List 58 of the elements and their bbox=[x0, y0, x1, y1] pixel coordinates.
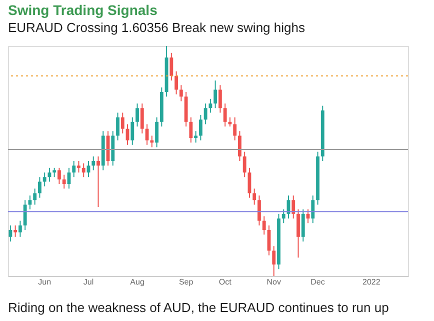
candlestick bbox=[28, 195, 32, 210]
candlestick bbox=[292, 195, 296, 219]
candlestick bbox=[150, 135, 154, 148]
candlestick bbox=[130, 116, 134, 146]
candlestick bbox=[116, 112, 120, 141]
x-tick-label: 2022 bbox=[362, 278, 381, 286]
candlestick bbox=[136, 103, 139, 127]
candlestick bbox=[62, 174, 66, 190]
x-tick-label: Dec bbox=[310, 278, 325, 286]
candlestick bbox=[77, 160, 80, 173]
candlestick bbox=[33, 188, 37, 206]
candlestick bbox=[242, 151, 246, 178]
x-tick-label: Nov bbox=[266, 278, 281, 286]
candlestick bbox=[282, 208, 286, 224]
candlestick bbox=[301, 208, 305, 242]
candlestick bbox=[179, 84, 183, 102]
x-tick-label: Sep bbox=[178, 278, 194, 286]
candlestick bbox=[8, 224, 12, 242]
candlestick bbox=[174, 70, 178, 95]
candlestick bbox=[233, 116, 237, 141]
x-tick-label: Jun bbox=[38, 278, 52, 286]
candlestick bbox=[258, 195, 261, 226]
candlestick bbox=[218, 84, 222, 114]
candlestick bbox=[72, 160, 76, 178]
candlestick bbox=[140, 103, 144, 134]
candlestick bbox=[194, 130, 198, 144]
chart-subtitle: EURAUD Crossing 1.60356 Break new swing highs bbox=[8, 20, 305, 35]
candlestick bbox=[223, 103, 227, 127]
candlestick bbox=[272, 246, 276, 276]
x-tick-label: Oct bbox=[218, 278, 232, 286]
candlestick bbox=[14, 224, 18, 238]
candlestick bbox=[38, 176, 42, 198]
x-tick-label: Aug bbox=[130, 278, 144, 286]
candlestick bbox=[42, 172, 46, 187]
candlestick bbox=[92, 156, 96, 171]
candlestick bbox=[120, 112, 124, 134]
candlestick bbox=[311, 195, 315, 224]
candlestick bbox=[58, 167, 61, 184]
text: Riding on the weakness of AUD, the EURAUD continues to run up bbox=[8, 300, 389, 315]
candlestick bbox=[52, 167, 56, 178]
candlestick bbox=[214, 80, 218, 109]
candlestick bbox=[170, 52, 174, 81]
candlestick bbox=[155, 116, 158, 148]
candlestick bbox=[296, 208, 300, 258]
candlestick bbox=[198, 114, 202, 141]
candlestick bbox=[96, 156, 100, 208]
candlestick bbox=[252, 188, 256, 206]
candlestick bbox=[82, 162, 86, 178]
x-tick-label: Jul bbox=[83, 278, 94, 286]
candlestick bbox=[18, 220, 22, 238]
chart-title: Swing Trading Signals bbox=[8, 2, 158, 18]
candlestick bbox=[23, 200, 27, 230]
candlestick bbox=[204, 103, 208, 125]
candlestick bbox=[228, 116, 232, 127]
candlestick bbox=[262, 216, 266, 236]
candlestick bbox=[189, 116, 193, 144]
candlestick bbox=[208, 98, 212, 114]
candlestick bbox=[238, 130, 242, 162]
